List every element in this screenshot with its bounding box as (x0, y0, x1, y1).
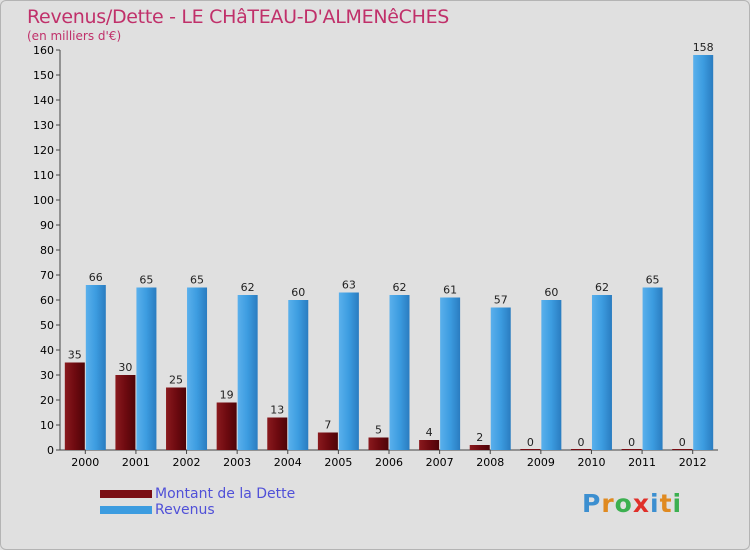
data-label-debt: 0 (628, 436, 635, 449)
data-label-revenue: 60 (291, 286, 305, 299)
data-label-revenue: 60 (544, 286, 558, 299)
y-tick-label: 150 (33, 69, 54, 82)
bar-revenue (389, 295, 410, 450)
y-tick-label: 110 (33, 169, 54, 182)
bar-debt (216, 402, 237, 450)
y-tick-label: 130 (33, 119, 54, 132)
bar-revenue (541, 300, 562, 450)
x-tick-label: 2007 (426, 456, 454, 469)
x-tick-label: 2003 (223, 456, 251, 469)
bar-debt (166, 387, 187, 450)
bar-debt (368, 437, 389, 450)
bar-debt (520, 449, 541, 450)
y-tick-label: 50 (40, 319, 54, 332)
x-tick-label: 2009 (527, 456, 555, 469)
bar-revenue (85, 285, 106, 450)
data-label-revenue: 62 (393, 281, 407, 294)
data-label-debt: 0 (527, 436, 534, 449)
y-tick-label: 70 (40, 269, 54, 282)
logo-letter: i (650, 489, 660, 518)
proxiti-logo: Proxiti (582, 489, 682, 518)
y-tick-label: 90 (40, 219, 54, 232)
chart-title: Revenus/Dette - LE CHâTEAU-D'ALMENêCHES (27, 6, 450, 28)
data-label-debt: 0 (577, 436, 584, 449)
data-label-debt: 7 (324, 419, 331, 432)
data-label-debt: 2 (476, 431, 483, 444)
bar-revenue (338, 292, 359, 450)
y-tick-label: 60 (40, 294, 54, 307)
logo-letter: x (632, 489, 650, 518)
bar-revenue (187, 287, 208, 450)
logo-letter: P (582, 489, 602, 518)
data-label-revenue: 61 (443, 284, 457, 297)
x-tick-label: 2004 (274, 456, 302, 469)
bar-revenue (693, 55, 714, 450)
chart-subtitle: (en milliers d'€) (27, 29, 122, 43)
bar-revenue (440, 297, 461, 450)
data-label-revenue: 65 (646, 274, 660, 287)
x-tick-label: 2006 (375, 456, 403, 469)
data-label-revenue: 63 (342, 279, 356, 292)
bar-revenue (288, 300, 309, 450)
bar-debt (419, 440, 440, 450)
x-tick-label: 2008 (476, 456, 504, 469)
bar-debt (672, 449, 693, 450)
data-label-debt: 5 (375, 424, 382, 437)
bar-debt (317, 432, 338, 450)
y-tick-label: 40 (40, 344, 54, 357)
logo-letter: t (659, 489, 673, 518)
legend-label-debt: Montant de la Dette (155, 486, 296, 502)
data-label-revenue: 62 (241, 281, 255, 294)
y-tick-label: 20 (40, 394, 54, 407)
bar-revenue (591, 295, 612, 450)
data-label-debt: 25 (169, 374, 183, 387)
y-tick-label: 160 (33, 44, 54, 57)
data-label-revenue: 62 (595, 281, 609, 294)
legend-swatch-debt (100, 490, 152, 498)
y-tick-label: 120 (33, 144, 54, 157)
y-tick-label: 100 (33, 194, 54, 207)
y-tick-label: 140 (33, 94, 54, 107)
x-tick-label: 2001 (122, 456, 150, 469)
bar-debt (469, 445, 490, 450)
data-label-revenue: 66 (89, 271, 103, 284)
x-tick-label: 2002 (173, 456, 201, 469)
x-tick-label: 2000 (71, 456, 99, 469)
data-label-revenue: 158 (693, 41, 714, 54)
bar-debt (64, 362, 85, 450)
data-label-revenue: 65 (139, 274, 153, 287)
data-label-revenue: 57 (494, 294, 508, 307)
bar-revenue (237, 295, 258, 450)
bar-revenue (642, 287, 663, 450)
x-tick-label: 2010 (577, 456, 605, 469)
logo-letter: r (601, 489, 615, 518)
data-label-debt: 4 (426, 426, 433, 439)
x-tick-label: 2012 (679, 456, 707, 469)
data-label-debt: 35 (68, 349, 82, 362)
bar-revenue (136, 287, 157, 450)
legend-label-revenue: Revenus (155, 502, 215, 518)
legend-swatch-revenue (100, 506, 152, 514)
data-label-debt: 30 (118, 361, 132, 374)
y-tick-label: 0 (47, 444, 54, 457)
y-tick-label: 10 (40, 419, 54, 432)
data-label-revenue: 65 (190, 274, 204, 287)
y-tick-label: 80 (40, 244, 54, 257)
bar-debt (115, 375, 136, 450)
x-tick-label: 2005 (324, 456, 352, 469)
data-label-debt: 19 (220, 389, 234, 402)
logo-letter: i (672, 489, 683, 518)
bar-revenue (490, 307, 511, 450)
data-label-debt: 0 (679, 436, 686, 449)
x-tick-label: 2011 (628, 456, 656, 469)
bar-debt (570, 449, 591, 450)
bar-debt (621, 449, 642, 450)
data-label-debt: 13 (270, 404, 284, 417)
logo-letter: o (614, 489, 633, 518)
bar-debt (267, 417, 288, 450)
y-tick-label: 30 (40, 369, 54, 382)
